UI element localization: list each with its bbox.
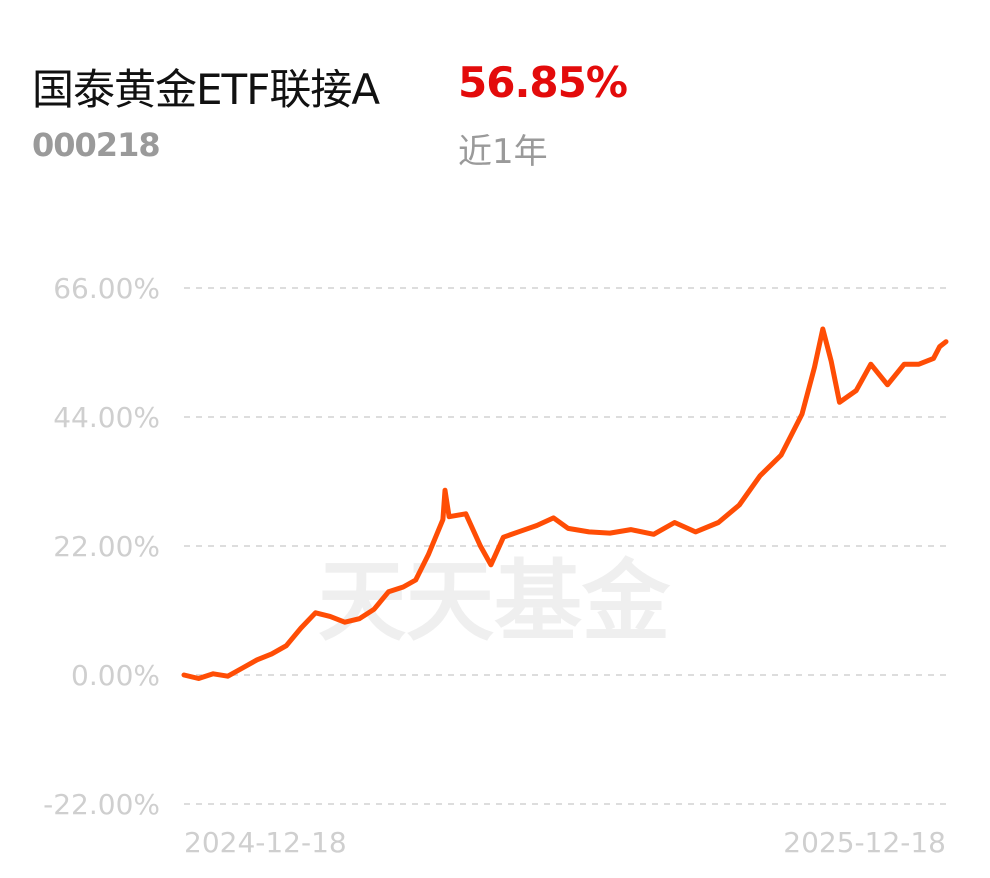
series-line — [181, 326, 949, 681]
return-value: 56.85% — [458, 58, 628, 107]
x-tick-label: 2024-12-18 — [184, 826, 347, 859]
fund-name: 国泰黄金ETF联接A — [32, 65, 380, 114]
fund-code: 000218 — [32, 126, 161, 164]
y-tick-label: 22.00% — [53, 530, 160, 563]
y-axis-labels: 66.00% 44.00% 22.00% 0.00% -22.00% — [43, 272, 160, 821]
x-tick-label: 2025-12-18 — [783, 826, 946, 859]
x-axis-labels: 2024-12-18 2025-12-18 — [184, 826, 946, 859]
y-tick-label: 44.00% — [53, 401, 160, 434]
chart-watermark: 天天基金 — [318, 549, 671, 653]
y-tick-label: 0.00% — [71, 659, 160, 692]
series-line-layer — [181, 326, 949, 681]
svg-text:天天基金: 天天基金 — [318, 549, 671, 653]
period-label: 近1年 — [458, 132, 548, 172]
y-tick-label: 66.00% — [53, 272, 160, 305]
y-tick-label: -22.00% — [43, 788, 160, 821]
